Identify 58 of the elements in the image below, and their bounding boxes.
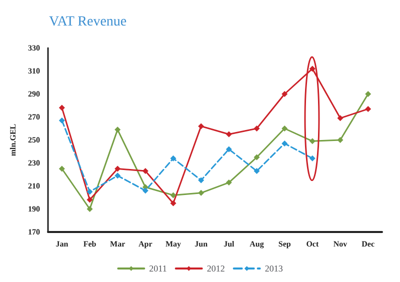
y-tick-label: 270	[28, 112, 40, 122]
point	[337, 115, 344, 122]
y-axis-title: mln.GEL	[8, 124, 18, 156]
point	[170, 155, 176, 162]
x-tick-label: Mar	[110, 240, 126, 248]
x-tick-label: Jun	[194, 240, 208, 248]
x-tick-label: Jan	[56, 240, 69, 248]
y-tick-label: 330	[28, 44, 40, 52]
point	[114, 126, 121, 133]
point	[226, 180, 232, 186]
point	[282, 91, 288, 97]
point	[365, 106, 372, 112]
point	[226, 146, 232, 152]
y-tick-label: 310	[28, 66, 40, 76]
point	[58, 117, 65, 124]
point	[86, 206, 93, 212]
point	[309, 138, 316, 144]
point	[282, 126, 288, 132]
point	[282, 140, 288, 146]
x-tick-label: Nov	[333, 240, 348, 248]
y-tick-label: 250	[28, 136, 40, 144]
point	[254, 126, 260, 132]
point	[198, 123, 204, 130]
x-tick-label: Jul	[224, 240, 236, 248]
point	[198, 177, 204, 184]
point	[309, 155, 316, 162]
y-tick-label: 170	[28, 228, 40, 236]
x-tick-label: Sep	[278, 240, 292, 248]
chart-title: VAT Revenue	[49, 14, 127, 30]
x-tick-label: Feb	[83, 240, 97, 248]
point	[309, 66, 316, 72]
point	[365, 91, 372, 97]
point	[170, 200, 176, 206]
y-tick-label: 290	[28, 90, 40, 98]
legend-label: 2013	[264, 264, 284, 274]
point	[254, 168, 260, 174]
point	[337, 137, 344, 143]
point	[170, 192, 176, 198]
x-tick-label: Aug	[250, 240, 264, 248]
x-tick-label: Apr	[138, 240, 153, 248]
y-tick-label: 210	[28, 182, 40, 190]
x-tick-label: Dec	[362, 240, 375, 248]
x-tick-label: May	[165, 240, 182, 248]
legend-label: 2011	[149, 264, 167, 274]
point	[86, 188, 93, 195]
y-tick-label: 230	[28, 158, 40, 168]
point	[114, 166, 121, 172]
x-tick-label: Oct	[306, 240, 319, 248]
point	[58, 166, 65, 172]
legend-label: 2012	[206, 264, 225, 274]
point	[198, 190, 204, 196]
point	[58, 104, 65, 111]
point	[226, 131, 232, 138]
point	[254, 154, 260, 160]
point	[86, 196, 93, 203]
point	[142, 188, 148, 194]
point	[114, 172, 121, 179]
y-tick-label: 190	[28, 204, 40, 214]
